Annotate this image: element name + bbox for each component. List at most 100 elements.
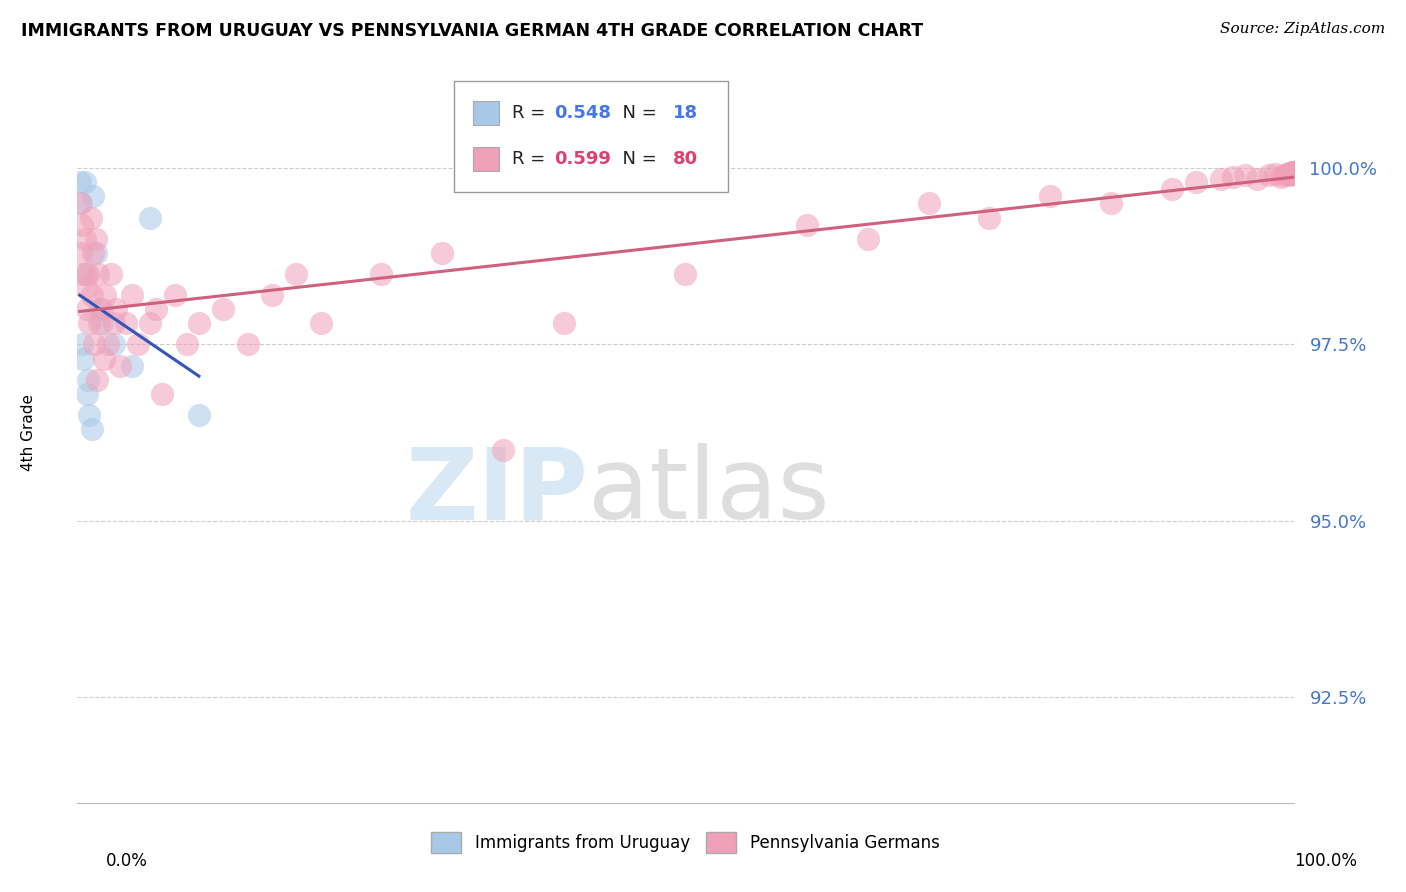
Point (82, 245, 104, 260)
Point (1282, 165, 1305, 179)
Point (115, 316, 138, 330)
Text: ZIP: ZIP (405, 443, 588, 541)
Point (1282, 166, 1305, 180)
Point (163, 288, 186, 302)
Point (139, 316, 162, 330)
Point (121, 359, 143, 373)
Text: 80: 80 (673, 150, 699, 168)
FancyBboxPatch shape (454, 81, 728, 192)
Point (70, 196, 93, 211)
Point (86, 373, 108, 387)
Point (1270, 169, 1292, 184)
Point (72, 351, 94, 366)
Point (105, 302, 128, 317)
Point (80, 422, 103, 436)
Point (80, 288, 103, 302)
Point (69, 175, 91, 189)
Text: R =: R = (512, 103, 551, 122)
Point (70, 337, 93, 351)
Text: N =: N = (612, 150, 662, 168)
Point (90, 302, 112, 317)
Point (1161, 182, 1184, 196)
Point (236, 337, 259, 351)
Point (1282, 165, 1305, 179)
Point (76, 302, 98, 317)
Point (1282, 167, 1305, 181)
Point (94, 288, 117, 302)
Point (1281, 166, 1303, 180)
Point (89, 302, 111, 317)
Text: 18: 18 (673, 103, 699, 122)
Text: 0.548: 0.548 (554, 103, 612, 122)
Point (1258, 168, 1281, 182)
Point (979, 211, 1001, 225)
Point (1282, 165, 1305, 179)
Point (1277, 167, 1299, 181)
Point (918, 196, 941, 211)
Point (77, 373, 100, 387)
Point (69, 196, 91, 211)
Point (176, 337, 198, 351)
Point (370, 267, 392, 281)
Point (79, 408, 101, 422)
Point (188, 408, 211, 422)
Point (1282, 166, 1305, 180)
Point (83, 337, 105, 351)
Point (1282, 165, 1305, 179)
Point (1282, 165, 1305, 179)
FancyBboxPatch shape (472, 101, 499, 125)
Y-axis label: 4th Grade: 4th Grade (21, 394, 35, 471)
Text: 0.0%: 0.0% (105, 852, 148, 870)
Text: N =: N = (612, 103, 662, 122)
Point (1282, 165, 1305, 179)
Point (103, 316, 125, 330)
Point (675, 267, 697, 281)
Legend: Immigrants from Uruguay, Pennsylvania Germans: Immigrants from Uruguay, Pennsylvania Ge… (423, 824, 948, 861)
Point (75, 281, 97, 295)
Point (89, 316, 111, 330)
Text: 100.0%: 100.0% (1294, 852, 1357, 870)
Point (80, 211, 103, 225)
Point (87, 267, 110, 281)
Point (1039, 189, 1062, 203)
Point (285, 267, 308, 281)
Point (1272, 168, 1295, 182)
Point (97, 337, 120, 351)
Point (1209, 171, 1232, 186)
Point (309, 316, 332, 330)
Point (73, 175, 96, 189)
Text: IMMIGRANTS FROM URUGUAY VS PENNSYLVANIA GERMAN 4TH GRADE CORRELATION CHART: IMMIGRANTS FROM URUGUAY VS PENNSYLVANIA … (21, 22, 924, 40)
Point (76, 387, 98, 401)
Point (1264, 167, 1286, 181)
Point (70, 245, 93, 260)
Point (1282, 166, 1305, 180)
Point (1099, 196, 1122, 211)
Point (152, 387, 174, 401)
Point (84, 232, 107, 246)
Point (103, 337, 125, 351)
Point (127, 337, 149, 351)
Point (212, 302, 235, 317)
Point (121, 288, 143, 302)
Point (82, 189, 104, 203)
Point (79, 316, 101, 330)
Point (1278, 168, 1301, 182)
Point (1279, 167, 1302, 181)
Point (1282, 166, 1305, 180)
Point (75, 267, 97, 281)
Point (430, 245, 453, 260)
Point (93, 351, 115, 366)
Point (1281, 167, 1303, 181)
Text: atlas: atlas (588, 443, 830, 541)
Point (1185, 175, 1208, 189)
Point (77, 267, 100, 281)
Text: Source: ZipAtlas.com: Source: ZipAtlas.com (1219, 22, 1385, 37)
Point (72, 267, 94, 281)
Text: R =: R = (512, 150, 551, 168)
Point (1282, 166, 1305, 180)
Point (856, 232, 879, 246)
FancyBboxPatch shape (472, 147, 499, 170)
Point (188, 316, 211, 330)
Point (1282, 165, 1305, 179)
Point (1246, 171, 1268, 186)
